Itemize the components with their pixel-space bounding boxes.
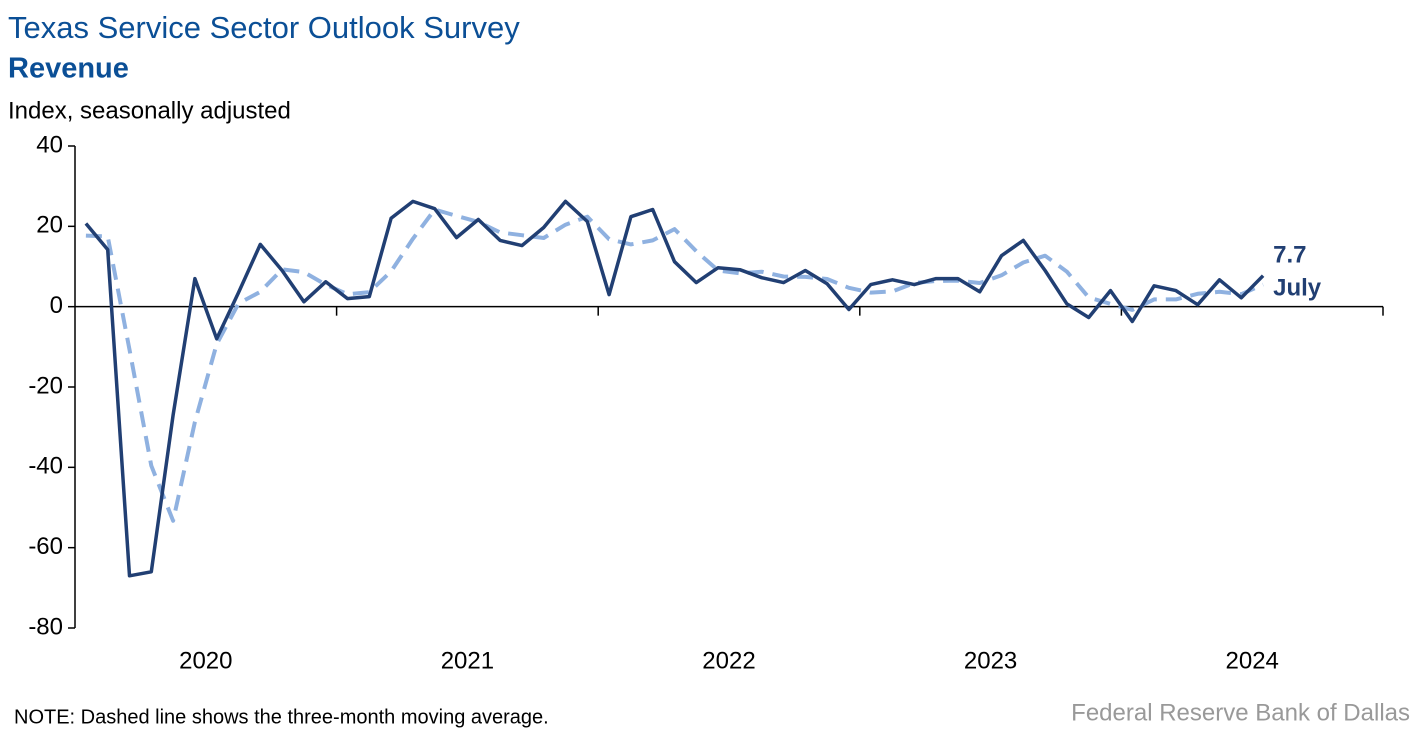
chart-subtitle: Revenue	[8, 53, 129, 85]
y-axis-label: Index, seasonally adjusted	[8, 97, 291, 124]
note: NOTE: Dashed line shows the three-month …	[14, 706, 549, 728]
x-tick-label: 2023	[964, 647, 1017, 674]
chart-title: Texas Service Sector Outlook Survey	[8, 10, 520, 45]
y-tick-label: 20	[36, 212, 63, 239]
y-tick-label: -20	[28, 372, 63, 399]
revenue-line	[84, 199, 1265, 578]
value-label: 7.7	[1273, 241, 1306, 268]
moving-average-line	[85, 207, 1264, 523]
y-tick-label: -80	[28, 613, 63, 640]
x-tick-label: 2022	[702, 647, 755, 674]
x-tick-label: 2021	[441, 647, 494, 674]
y-tick-label: 0	[50, 292, 63, 319]
source: Federal Reserve Bank of Dallas	[1071, 699, 1410, 726]
x-tick-label: 2020	[179, 647, 232, 674]
annotation: July	[1273, 274, 1322, 301]
x-tick-label: 2024	[1226, 647, 1279, 674]
y-tick-label: -60	[28, 533, 63, 560]
y-tick-label: 40	[36, 131, 63, 158]
y-tick-label: -40	[28, 453, 63, 480]
